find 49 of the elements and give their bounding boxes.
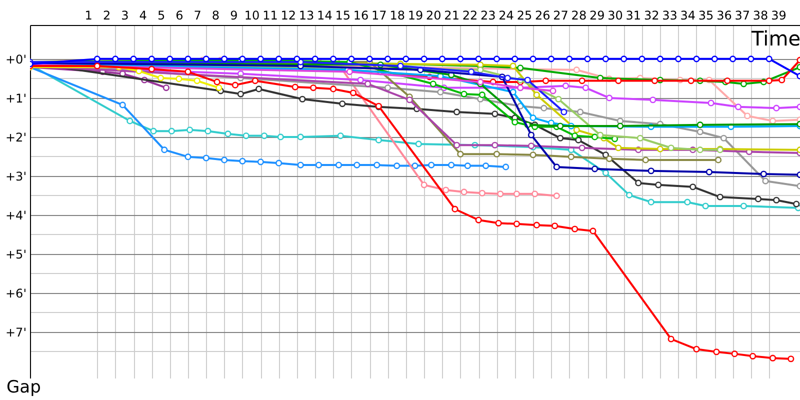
y-tick-label: +5' [6,247,26,262]
y-tick-label: +6' [6,286,26,300]
y-tick-label: +3' [6,169,26,184]
x-tick-label: 39 [771,8,786,22]
x-tick-label: 35 [698,8,714,22]
x-tick-label: 30 [608,8,623,22]
x-tick-label: 25 [516,8,532,22]
x-tick-label: 31 [626,8,642,22]
x-tick-label: 7 [194,8,202,22]
y-tick-label: +7' [6,325,26,340]
x-tick-label: 26 [534,8,550,22]
x-tick-label: 4 [139,8,147,22]
y-axis-title: Gap [6,378,41,398]
x-axis-title: Time [750,26,800,50]
x-tick-label: 21 [444,8,460,22]
x-tick-label: 36 [716,8,732,22]
x-tick-label: 8 [212,8,220,22]
x-tick-label: 33 [662,8,678,22]
x-tick-label: 16 [353,8,369,22]
x-tick-label: 10 [244,8,260,22]
x-tick-label: 23 [480,8,496,22]
x-tick-label: 13 [298,8,314,22]
x-tick-label: 9 [230,8,238,22]
x-tick-label: 29 [589,8,605,22]
x-tick-label: 18 [390,8,405,22]
x-tick-label: 38 [752,8,768,22]
y-tick-label: +2' [6,130,26,144]
x-tick-label: 17 [372,8,387,22]
x-tick-label: 27 [553,8,568,22]
x-tick-label: 1 [84,8,92,22]
x-tick-label: 12 [280,8,296,22]
x-tick-label: 28 [571,8,587,22]
x-tick-label: 37 [734,8,750,22]
x-tick-label: 6 [176,8,184,22]
y-tick-label: +0' [6,52,26,66]
x-tick-label: 5 [157,8,166,22]
x-tick-label: 19 [408,8,424,22]
x-tick-label: 22 [462,8,478,22]
y-tick-label: +1' [6,91,26,106]
x-tick-label: 2 [102,8,111,22]
x-tick-label: 20 [426,8,442,22]
x-tick-label: 24 [498,8,514,22]
x-tick-label: 11 [262,8,278,22]
y-tick-label: +4' [6,208,26,222]
x-tick-label: 32 [644,8,660,22]
x-tick-label: 14 [317,8,332,22]
x-tick-label: 15 [335,8,350,22]
x-tick-label: 34 [680,8,696,22]
x-tick-label: 3 [121,8,129,22]
